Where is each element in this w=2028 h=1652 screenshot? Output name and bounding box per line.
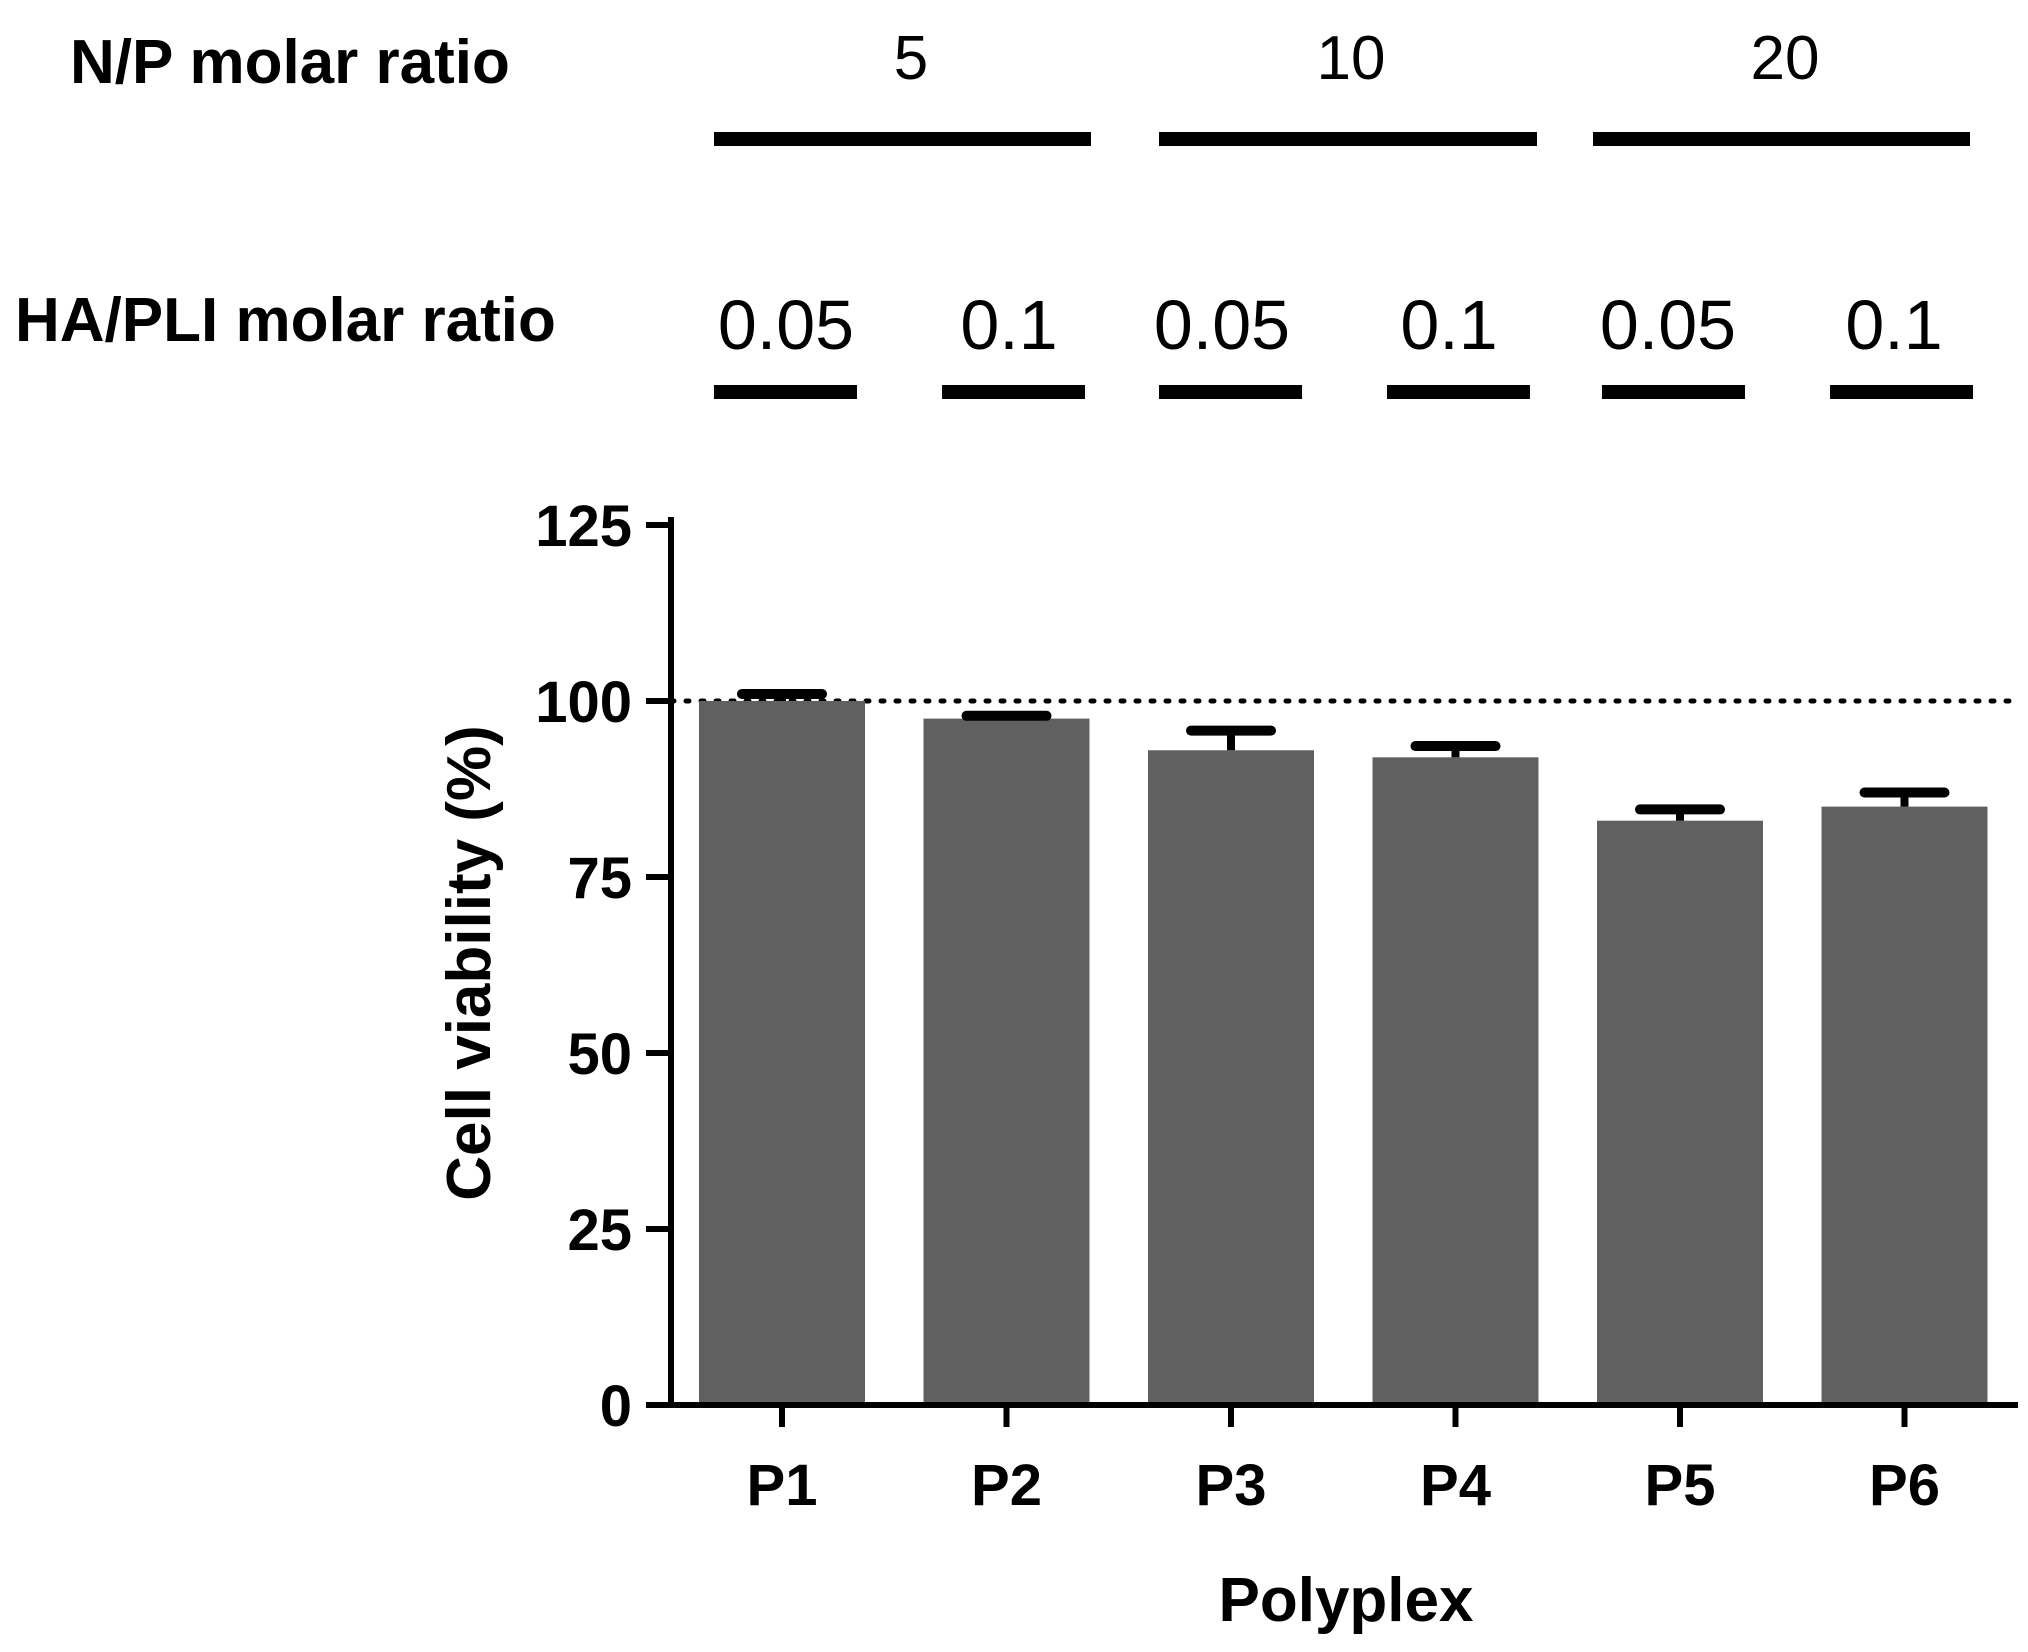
- ha-group-label: 0.05: [1154, 286, 1290, 364]
- y-tick-label: 125: [535, 494, 632, 559]
- ha-label: HA/PLI molar ratio: [15, 286, 556, 355]
- ha-group-bracket: [1602, 385, 1745, 399]
- np-group-label: 10: [1317, 24, 1386, 93]
- ha-group-label: 0.05: [1600, 286, 1736, 364]
- np-group-bracket: [1159, 132, 1537, 146]
- x-axis-title: Polyplex: [1219, 1566, 1475, 1635]
- y-tick-label: 0: [600, 1374, 632, 1439]
- ha-group-bracket: [1387, 385, 1530, 399]
- np-group-bracket: [1593, 132, 1970, 146]
- bar: [1821, 806, 1988, 1405]
- ha-group-label: 0.05: [718, 286, 854, 364]
- np-group-bracket: [714, 132, 1091, 146]
- y-tick-label: 100: [535, 670, 632, 735]
- np-group-label: 5: [894, 24, 928, 93]
- y-tick-label: 50: [567, 1022, 632, 1087]
- bar: [699, 701, 865, 1405]
- ha-group-label: 0.1: [1400, 286, 1497, 364]
- np-label: N/P molar ratio: [70, 28, 510, 97]
- x-tick-label: P1: [747, 1453, 818, 1518]
- ha-group-label: 0.1: [960, 286, 1057, 364]
- ha-group-bracket: [942, 385, 1085, 399]
- ha-group-label: 0.1: [1845, 286, 1942, 364]
- ha-group-bracket: [714, 385, 857, 399]
- bar: [923, 718, 1090, 1405]
- bar: [1372, 757, 1539, 1405]
- y-axis-title: Cell viability (%): [435, 725, 504, 1200]
- bar: [1597, 820, 1763, 1405]
- y-tick-label: 75: [567, 846, 632, 911]
- ha-group-bracket: [1830, 385, 1973, 399]
- ha-group-bracket: [1159, 385, 1302, 399]
- x-tick-label: P4: [1420, 1453, 1491, 1518]
- x-tick-label: P6: [1869, 1453, 1940, 1518]
- x-tick-label: P5: [1645, 1453, 1716, 1518]
- y-tick-label: 25: [567, 1198, 632, 1263]
- np-group-label: 20: [1751, 24, 1820, 93]
- bar: [1148, 750, 1314, 1405]
- x-tick-label: P3: [1196, 1453, 1267, 1518]
- x-tick-label: P2: [971, 1453, 1042, 1518]
